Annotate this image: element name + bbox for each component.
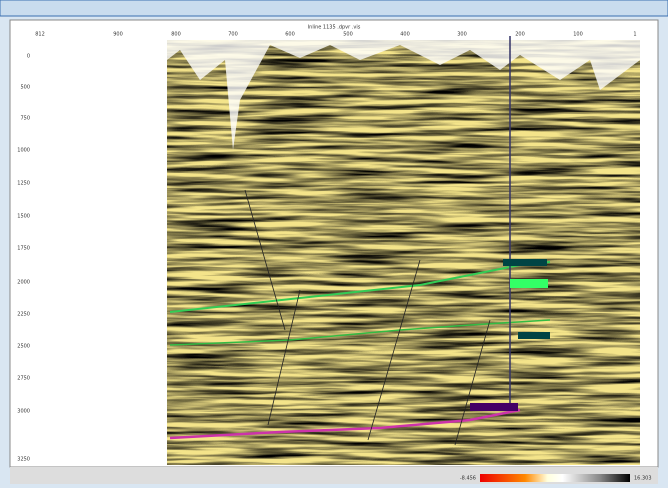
horizon	[169, 408, 521, 440]
top-axis-label: 700	[228, 32, 238, 38]
left-axis-label: 1250	[17, 181, 30, 187]
left-axis-label: 2500	[17, 344, 30, 350]
left-axis-label: 2250	[17, 312, 30, 318]
left-axis-label: 2000	[17, 280, 30, 286]
colorbar-min: -8.456	[460, 476, 476, 482]
left-axis-label: 500	[20, 85, 30, 91]
left-axis-label: 3250	[17, 457, 30, 463]
top-axis-label: 600	[285, 32, 295, 38]
title-bar	[0, 0, 668, 17]
well-marker	[518, 332, 550, 339]
left-axis-label: 1750	[17, 246, 30, 252]
top-axis-label: 500	[343, 32, 353, 38]
top-axis-label: 800	[171, 32, 181, 38]
left-axis-label: 1000	[17, 148, 30, 154]
top-axis-label: 900	[113, 32, 123, 38]
well-marker	[470, 403, 518, 411]
colorbar-max: 16.303	[634, 476, 652, 482]
left-axis-label: 2750	[17, 376, 30, 382]
left-axis-label: 3000	[17, 409, 30, 415]
faults	[244, 189, 491, 446]
top-axis-label: 812	[35, 32, 45, 38]
left-axis-label: 0	[27, 54, 30, 60]
left-axis-label: 1500	[17, 214, 30, 220]
top-axis-label: 400	[400, 32, 410, 38]
seismic-amplitude	[167, 40, 640, 465]
mute-zone	[167, 40, 640, 150]
top-axis-label: 200	[515, 32, 525, 38]
top-axis-label: 300	[457, 32, 467, 38]
left-axis-label: 750	[20, 116, 30, 122]
colorbar	[480, 474, 630, 482]
top-axis-label: 100	[573, 32, 583, 38]
top-axis-label: 1	[633, 32, 636, 38]
section-title: Inline 1135 .dpvr .vis	[308, 25, 361, 31]
well-marker	[503, 259, 547, 266]
well-marker	[510, 279, 548, 288]
